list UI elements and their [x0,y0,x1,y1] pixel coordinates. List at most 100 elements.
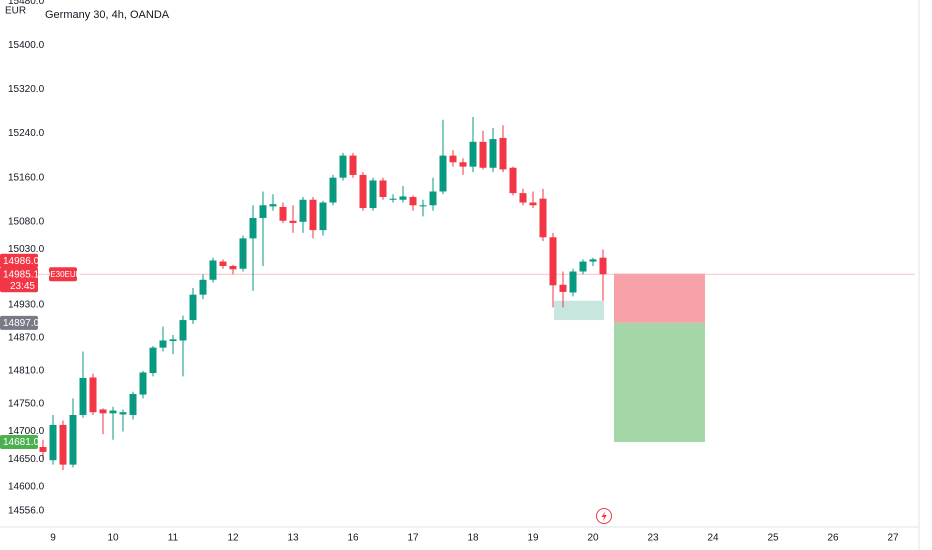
candle-body [529,202,537,206]
x-tick-label: 19 [527,533,539,544]
y-tick-label: 15030.0 [8,244,45,255]
candle-body [369,180,377,209]
target-label: 14681.0 [3,437,40,448]
candle-body [559,284,567,292]
candle-body [349,155,357,175]
y-tick-label: 14810.0 [8,365,45,376]
x-tick-label: 16 [347,533,359,544]
entry-label: 14897.0 [3,318,40,329]
candle-body [479,141,487,168]
symbol-label: DE30EUR [45,270,82,279]
candle-body [299,199,307,222]
x-tick-label: 13 [287,533,299,544]
candle-body [469,141,477,167]
candle-body [489,139,497,168]
candle-body [249,217,257,239]
y-tick-label: 15160.0 [8,172,45,183]
candle-body [549,237,557,286]
candle-body [499,137,507,170]
alert-icon[interactable] [596,508,612,524]
candle-body [429,191,437,206]
candle-body [159,340,167,348]
candle-body [359,174,367,209]
candle-body [279,206,287,221]
candle-body [439,155,447,192]
x-tick-label: 18 [467,533,479,544]
candle-body [39,446,47,452]
candle-body [89,377,97,413]
x-tick-label: 26 [827,533,839,544]
candle-body [269,204,277,207]
candle-body [259,205,267,218]
candle-body [49,424,57,461]
y-tick-label: 14750.0 [8,399,45,410]
x-tick-label: 27 [887,533,899,544]
candle-body [99,409,107,414]
candle-body [69,414,77,465]
x-tick-label: 24 [707,533,719,544]
candle-body [539,198,547,238]
x-tick-label: 9 [50,533,56,544]
candle-body [169,339,177,342]
countdown: 23:45 [10,281,35,292]
y-tick-label: 14700.0 [8,426,45,437]
candle-body [409,197,417,206]
candle-body [239,238,247,269]
candle-body [229,265,237,270]
x-tick-label: 12 [227,533,239,544]
stop-zone [614,273,705,323]
candle-body [209,260,217,280]
y-tick-label: 14870.0 [8,332,45,343]
y-tick-label: 14650.0 [8,454,45,465]
y-tick-label: 14600.0 [8,481,45,492]
candle-body [589,259,597,262]
x-tick-label: 20 [587,533,599,544]
stop-label-bg [0,253,38,268]
candle-body [189,294,197,321]
candle-body [139,372,147,395]
candle-body [199,279,207,295]
y-tick-label: 15240.0 [8,128,45,139]
candle-body [119,412,127,415]
x-tick-label: 11 [168,533,179,544]
candle-body [459,162,467,167]
candle-body [309,199,317,231]
candle-body [329,177,337,203]
candle-body [79,378,87,415]
currency: EUR [5,6,26,17]
target-zone [614,322,705,443]
candle-body [389,198,397,200]
current-price-bg [0,267,38,293]
y-tick-label: 15480.0 [8,0,45,7]
plot-area [0,116,915,471]
candle-body [579,261,587,272]
y-tick-label: 14556.0 [8,506,45,517]
candle-body [449,155,457,163]
x-tick-label: 25 [767,533,779,544]
current-price-label: 14985.1 [3,269,40,280]
candle-body [149,347,157,374]
candle-body [59,424,67,465]
candle-body [509,167,517,194]
candle-body [419,205,427,207]
chart-title: Germany 30, 4h, OANDA [45,9,170,21]
target-label-bg [0,435,38,450]
candle-body [569,271,577,293]
x-tick-label: 10 [107,533,119,544]
candle-body [109,410,117,414]
stop-label: 14986.0 [3,256,40,267]
candle-body [319,202,327,231]
symbol-bg [49,267,77,282]
candle-body [289,220,297,223]
candle-body [219,261,227,266]
x-tick-label: 23 [647,533,659,544]
y-tick-label: 15320.0 [8,84,45,95]
candle-body [179,320,187,341]
candle-body [379,180,387,198]
y-tick-label: 14930.0 [8,299,45,310]
candle-body [399,196,407,200]
candle-body [129,394,137,415]
y-tick-label: 15400.0 [8,40,45,51]
